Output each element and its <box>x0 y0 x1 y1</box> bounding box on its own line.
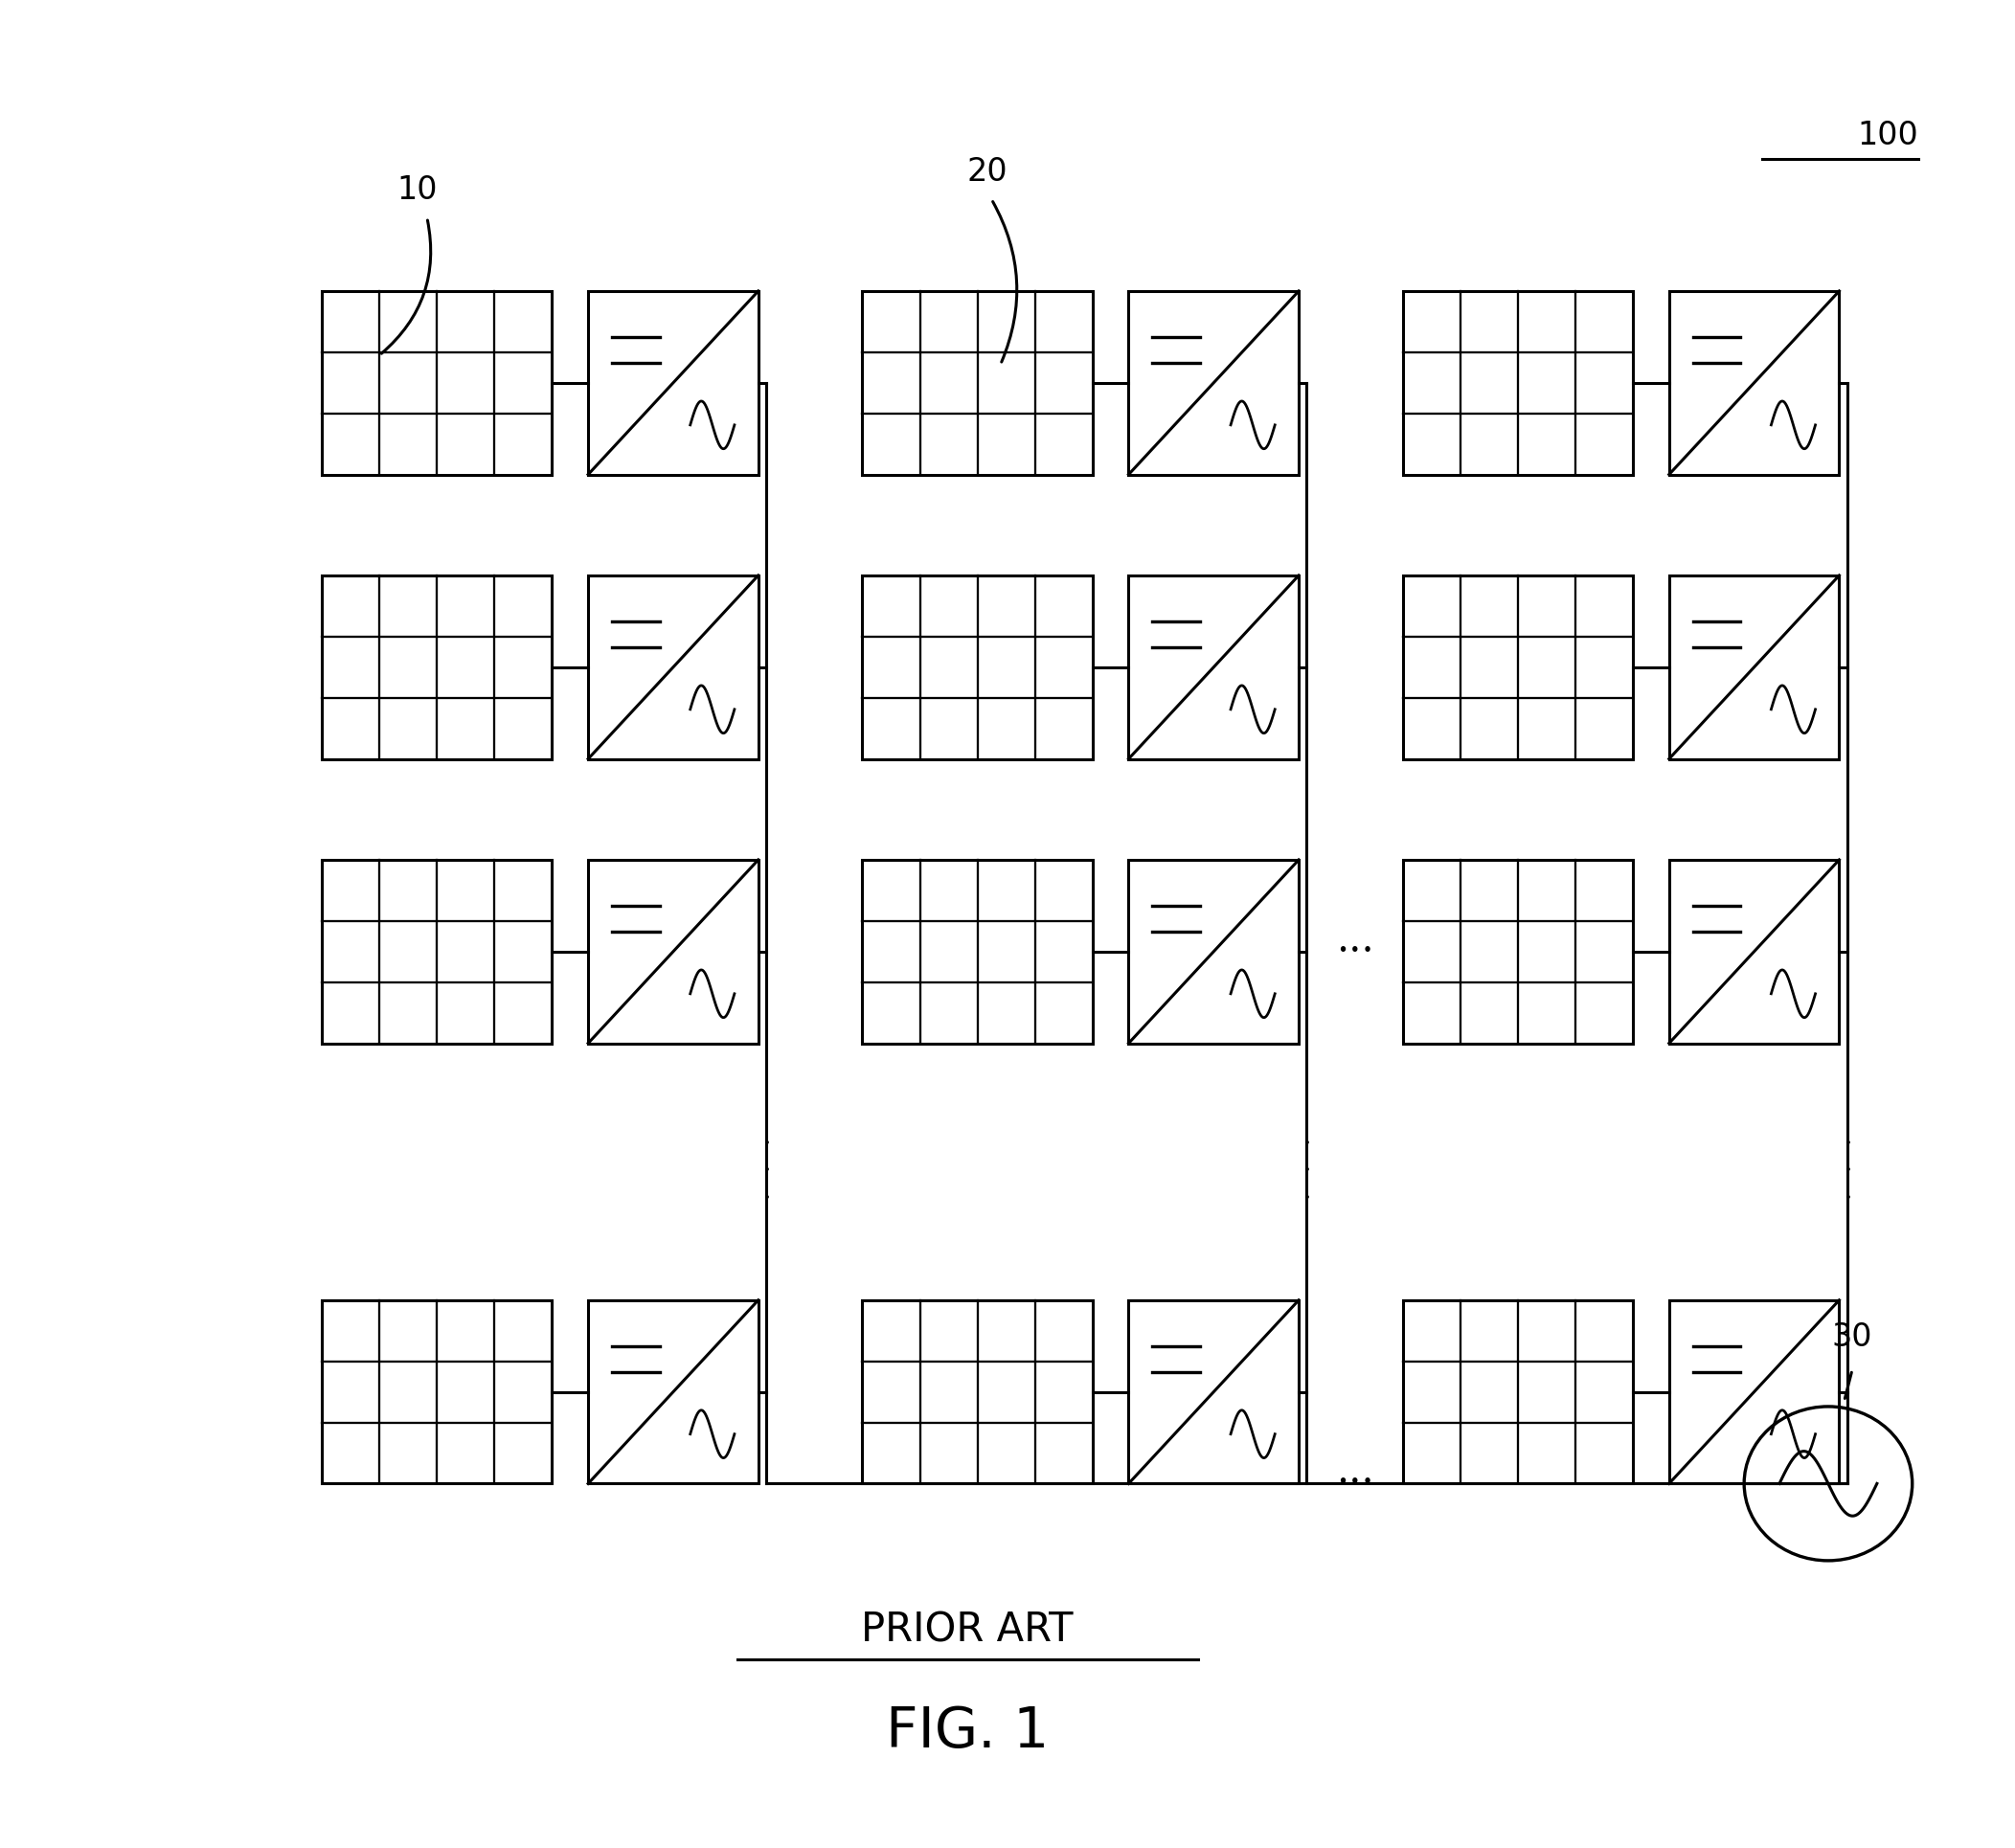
Bar <box>1128 859 1300 1044</box>
Bar <box>1402 1301 1632 1484</box>
Text: ···: ··· <box>1336 1464 1374 1504</box>
Bar <box>322 859 552 1044</box>
Text: 20: 20 <box>967 155 1008 187</box>
Text: ·
·
·: · · · <box>1842 1129 1852 1214</box>
Bar <box>1402 290 1632 475</box>
Text: ···: ··· <box>1336 931 1374 972</box>
Bar <box>1668 575 1840 760</box>
Bar <box>588 1301 758 1484</box>
Bar <box>1128 575 1300 760</box>
Bar <box>862 575 1092 760</box>
Bar <box>1668 1301 1840 1484</box>
Bar <box>588 290 758 475</box>
Bar <box>862 290 1092 475</box>
Bar <box>322 1301 552 1484</box>
Text: 10: 10 <box>397 174 437 205</box>
Text: 30: 30 <box>1832 1321 1872 1353</box>
Bar <box>1128 1301 1300 1484</box>
Bar <box>1128 290 1300 475</box>
Bar <box>862 859 1092 1044</box>
Bar <box>1402 575 1632 760</box>
Bar <box>322 290 552 475</box>
Text: PRIOR ART: PRIOR ART <box>860 1610 1074 1650</box>
Bar <box>322 575 552 760</box>
Bar <box>1402 859 1632 1044</box>
Text: FIG. 1: FIG. 1 <box>887 1704 1050 1759</box>
Text: ·
·
·: · · · <box>1302 1129 1312 1214</box>
Bar <box>588 575 758 760</box>
Bar <box>1668 290 1840 475</box>
Text: ·
·
·: · · · <box>762 1129 772 1214</box>
Bar <box>862 1301 1092 1484</box>
Text: 100: 100 <box>1858 120 1918 152</box>
Bar <box>1668 859 1840 1044</box>
Bar <box>588 859 758 1044</box>
